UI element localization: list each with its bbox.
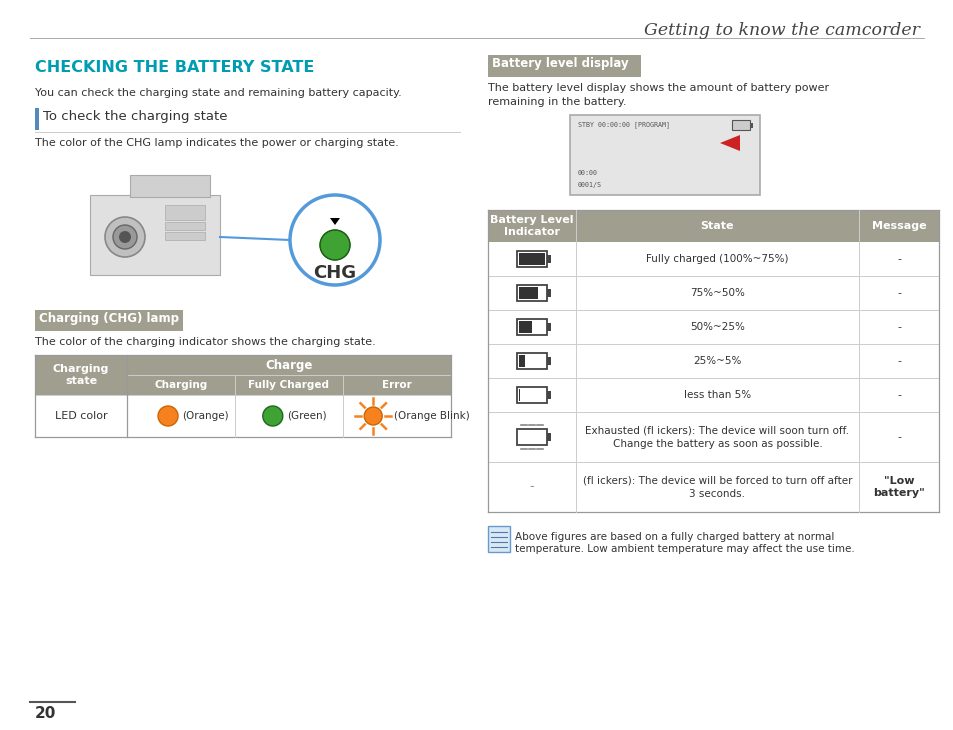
Text: Battery level display: Battery level display xyxy=(492,57,628,70)
Text: (Green): (Green) xyxy=(287,411,326,421)
Text: Charging
state: Charging state xyxy=(52,364,109,386)
Text: 25%~5%: 25%~5% xyxy=(693,356,740,366)
Text: State: State xyxy=(700,221,734,231)
Bar xyxy=(518,389,519,401)
Bar xyxy=(517,387,546,403)
Bar xyxy=(488,55,640,77)
Bar xyxy=(546,255,551,263)
Text: -: - xyxy=(896,356,900,366)
Bar xyxy=(546,323,551,331)
Bar xyxy=(517,353,546,369)
Text: 00:00: 00:00 xyxy=(578,170,598,176)
Text: Battery Level
Indicator: Battery Level Indicator xyxy=(490,215,573,237)
Text: Exhausted (fl ickers): The device will soon turn off.
Change the battery as soon: Exhausted (fl ickers): The device will s… xyxy=(585,426,848,449)
Circle shape xyxy=(112,225,137,249)
Text: To check the charging state: To check the charging state xyxy=(43,110,227,123)
Bar xyxy=(35,355,127,395)
Circle shape xyxy=(105,217,145,257)
Text: Charging: Charging xyxy=(154,380,208,390)
Text: The color of the charging indicator shows the charging state.: The color of the charging indicator show… xyxy=(35,337,375,347)
Bar xyxy=(90,195,220,275)
Bar xyxy=(127,375,451,395)
Bar xyxy=(518,355,525,367)
Bar xyxy=(546,433,551,441)
Text: Fully charged (100%~75%): Fully charged (100%~75%) xyxy=(645,254,788,264)
Text: CHECKING THE BATTERY STATE: CHECKING THE BATTERY STATE xyxy=(35,60,314,75)
Text: (Orange): (Orange) xyxy=(182,411,229,421)
Bar xyxy=(517,251,546,267)
Bar xyxy=(488,526,510,552)
Text: (fl ickers): The device will be forced to turn off after
3 seconds.: (fl ickers): The device will be forced t… xyxy=(582,475,851,499)
Bar xyxy=(569,115,760,195)
Bar xyxy=(518,321,532,333)
Text: You can check the charging state and remaining battery capacity.: You can check the charging state and rem… xyxy=(35,88,401,98)
Text: remaining in the battery.: remaining in the battery. xyxy=(488,97,626,107)
Text: -: - xyxy=(896,254,900,264)
Text: Getting to know the camcorder: Getting to know the camcorder xyxy=(643,22,919,39)
Text: 20: 20 xyxy=(35,706,56,721)
Bar xyxy=(749,123,752,128)
Bar xyxy=(35,108,39,130)
Circle shape xyxy=(262,406,282,426)
Text: Message: Message xyxy=(871,221,925,231)
Bar xyxy=(35,310,183,331)
Text: -: - xyxy=(896,288,900,298)
Text: Fully Charged: Fully Charged xyxy=(248,380,329,390)
Bar xyxy=(127,355,451,375)
Bar xyxy=(546,357,551,365)
Bar xyxy=(130,175,210,197)
Text: CHG: CHG xyxy=(314,264,356,282)
Circle shape xyxy=(364,407,382,425)
Text: temperature. Low ambient temperature may affect the use time.: temperature. Low ambient temperature may… xyxy=(515,544,854,554)
Text: The color of the CHG lamp indicates the power or charging state.: The color of the CHG lamp indicates the … xyxy=(35,138,398,148)
Bar xyxy=(546,391,551,399)
Bar xyxy=(546,289,551,297)
Text: Charge: Charge xyxy=(265,358,313,372)
Bar xyxy=(165,222,205,230)
Text: (Orange Blink): (Orange Blink) xyxy=(394,411,470,421)
Text: Charging (CHG) lamp: Charging (CHG) lamp xyxy=(39,312,179,325)
Text: Above figures are based on a fully charged battery at normal: Above figures are based on a fully charg… xyxy=(515,532,834,542)
Text: LED color: LED color xyxy=(54,411,107,421)
Bar xyxy=(518,253,544,265)
Bar xyxy=(517,429,546,445)
Bar xyxy=(518,287,537,299)
Text: The battery level display shows the amount of battery power: The battery level display shows the amou… xyxy=(488,83,828,93)
Text: 0001/S: 0001/S xyxy=(578,182,601,188)
Bar xyxy=(165,232,205,240)
Text: "Low
battery": "Low battery" xyxy=(872,476,923,498)
Polygon shape xyxy=(330,218,339,225)
Text: 75%~50%: 75%~50% xyxy=(689,288,744,298)
Text: -: - xyxy=(529,480,534,493)
Text: -: - xyxy=(896,432,900,442)
Text: less than 5%: less than 5% xyxy=(683,390,750,400)
Text: -: - xyxy=(896,390,900,400)
Text: 50%~25%: 50%~25% xyxy=(689,322,744,332)
Text: STBY 00:00:00 [PROGRAM]: STBY 00:00:00 [PROGRAM] xyxy=(578,121,669,128)
Text: Error: Error xyxy=(382,380,412,390)
Circle shape xyxy=(158,406,178,426)
Circle shape xyxy=(119,231,131,243)
Bar xyxy=(165,205,205,220)
Polygon shape xyxy=(720,135,740,151)
Bar xyxy=(731,120,749,130)
Bar xyxy=(488,210,938,242)
Bar xyxy=(517,285,546,301)
Circle shape xyxy=(290,195,379,285)
Text: -: - xyxy=(896,322,900,332)
Circle shape xyxy=(319,230,350,260)
Bar xyxy=(517,319,546,335)
